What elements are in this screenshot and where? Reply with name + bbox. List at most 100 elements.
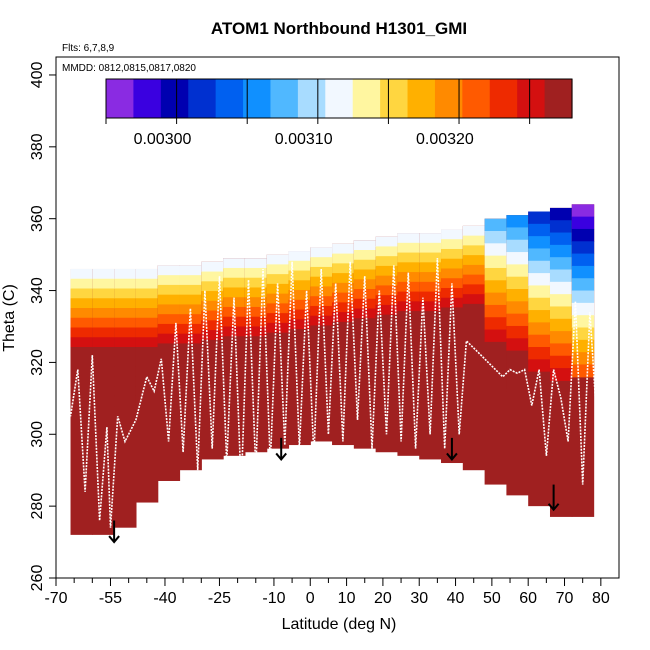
y-axis-label: Theta (C) (1, 284, 18, 352)
field-band (528, 211, 551, 225)
field-band (549, 269, 573, 283)
y-tick-label: 320 (29, 349, 46, 376)
field-band (223, 267, 246, 279)
field-band (135, 268, 159, 280)
field-band (135, 366, 159, 377)
field-band (419, 340, 442, 351)
profile-arrow-head (275, 452, 287, 461)
field-band (244, 365, 268, 376)
field-band (528, 273, 551, 287)
field-band (157, 333, 181, 345)
field-band (310, 296, 333, 307)
field-band (484, 317, 507, 331)
field-band (114, 376, 137, 387)
field-band (332, 341, 355, 352)
field-band (419, 272, 442, 283)
field-band (70, 386, 93, 397)
field-band (375, 246, 399, 257)
field-band (157, 382, 181, 393)
field-band (179, 294, 202, 306)
field-band (288, 290, 311, 301)
field-band (571, 265, 595, 279)
field-band (288, 338, 311, 350)
field-band (266, 361, 290, 373)
field-band (223, 336, 246, 347)
field-band (549, 331, 573, 345)
field-band (92, 337, 115, 348)
field-band (441, 268, 464, 279)
field-band (506, 239, 529, 253)
field-band (223, 297, 246, 308)
profile-arrows (108, 437, 560, 544)
field-band (223, 384, 246, 396)
colorbar-swatch (133, 79, 162, 118)
x-tick-label: -10 (262, 590, 285, 607)
field-band (244, 316, 268, 328)
field-band (571, 364, 595, 378)
field-band (70, 278, 93, 290)
field-band (462, 235, 486, 246)
field-band (528, 236, 551, 250)
field-band (571, 278, 595, 292)
field-band (484, 329, 507, 343)
colorbar-swatch (462, 79, 491, 118)
field-band (288, 260, 311, 272)
field-band (70, 327, 93, 338)
field-band (157, 314, 181, 325)
field-band (114, 386, 137, 397)
x-tick-label: 50 (483, 590, 501, 607)
field-band (179, 362, 202, 374)
field-band (310, 315, 333, 327)
field-band (571, 253, 595, 267)
field-band (332, 282, 355, 294)
colorbar-swatch (325, 79, 354, 118)
field-band (288, 358, 311, 369)
colorbar-swatch (188, 79, 217, 118)
field-band (441, 248, 464, 260)
field-band (484, 354, 507, 368)
field-band (419, 262, 442, 273)
field-band (92, 376, 115, 387)
y-tick-label: 260 (29, 565, 46, 592)
field-band (375, 314, 399, 326)
field-band (92, 327, 115, 338)
field-band (484, 243, 507, 257)
field-band (157, 284, 181, 296)
field-band (506, 215, 529, 229)
field-band (571, 241, 595, 255)
field-band (92, 317, 115, 329)
x-axis-label: Latitude (deg N) (282, 616, 397, 633)
field-band (288, 309, 311, 320)
field-band (266, 264, 290, 275)
y-tick-label: 360 (29, 205, 46, 232)
x-tick-label: 30 (410, 590, 428, 607)
field-band (484, 378, 507, 392)
field-band (114, 278, 137, 290)
field-band (332, 263, 355, 274)
field-band (288, 348, 311, 359)
field-band (135, 327, 159, 338)
field-band (419, 281, 442, 293)
field-band (419, 291, 442, 302)
y-tick-label: 340 (29, 277, 46, 304)
field-band (135, 288, 159, 299)
colorbar-swatch (544, 79, 573, 118)
colorbar-swatch (407, 79, 436, 118)
flight-track-line (62, 258, 598, 528)
field-band (201, 378, 224, 390)
field-band (528, 260, 551, 274)
field-band (114, 288, 137, 299)
field-band (70, 337, 93, 348)
field-band (201, 310, 224, 321)
field-band (484, 304, 507, 318)
field-band (92, 347, 115, 358)
field-band (70, 317, 93, 329)
field-band (484, 267, 507, 281)
field-band (179, 275, 202, 286)
field-band (266, 274, 290, 285)
field-band (353, 328, 377, 339)
field-band (223, 365, 246, 376)
field-band (92, 356, 115, 368)
field-band (332, 360, 355, 372)
field-band (223, 345, 246, 357)
